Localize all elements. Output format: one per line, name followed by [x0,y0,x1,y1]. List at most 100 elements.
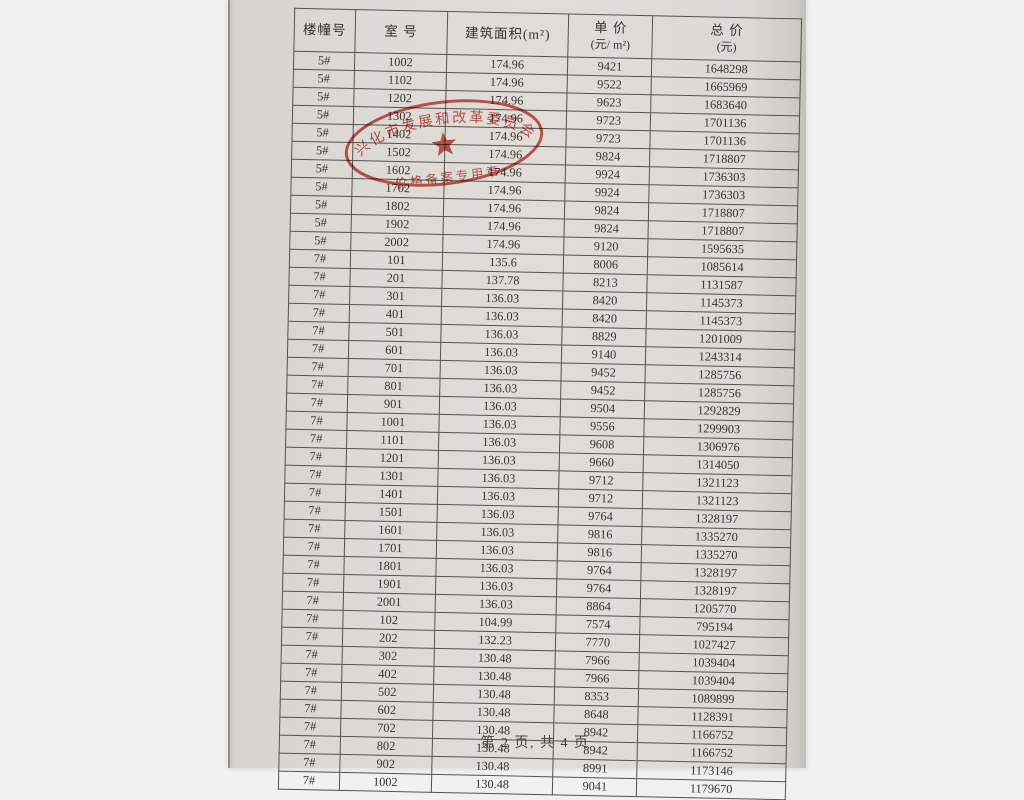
table-cell: 402 [341,664,434,685]
table-cell: 1501 [344,502,438,523]
table-cell: 9764 [556,578,642,599]
table-cell: 9816 [558,524,643,545]
table-cell: 502 [341,682,434,703]
table-cell: 1902 [350,214,444,235]
table-cell: 8353 [554,686,639,707]
document-photo: 楼幢号室 号建筑面积(m²) 单 价 (元/ m²) 总 价 (元) 5# 1002 174… [228,0,806,800]
table-cell: 1002 [339,772,432,793]
table-cell: 901 [347,394,440,415]
table-cell: 7574 [556,614,641,635]
table-cell: 601 [348,340,441,361]
table-cell: 5# [292,105,354,125]
table-cell: 1101 [346,430,439,451]
table-cell: 7# [285,429,347,449]
table-cell: 7966 [555,650,640,671]
price-table-wrapper: 楼幢号室 号建筑面积(m²) 单 价 (元/ m²) 总 价 (元) 5# 1002 174… [278,8,802,800]
table-cell: 201 [349,268,442,289]
table-cell: 7966 [555,668,640,689]
table-cell: 1179670 [636,778,786,800]
table-cell: 7# [285,411,348,431]
table-cell: 9660 [559,452,644,473]
table-cell: 9140 [561,344,646,365]
table-cell: 302 [341,646,435,667]
table-cell: 701 [347,358,441,379]
table-cell: 9924 [565,164,650,185]
table-cell: 1002 [354,52,447,73]
table-cell: 8420 [562,290,648,311]
page-footer: 第 2 页, 共 4 页 [480,736,590,751]
table-cell: 1701 [344,538,437,559]
table-body: 5# 1002 174.96 9421 1648298 5# 1102 174.96 9522 1… [278,51,801,800]
price-table: 楼幢号室 号建筑面积(m²) 单 价 (元/ m²) 总 价 (元) 5# 1002 174… [278,8,802,800]
table-cell: 1301 [345,466,438,487]
table-cell: 7# [286,375,348,395]
table-cell: 8006 [563,254,648,275]
table-cell: 8829 [562,326,647,347]
table-cell: 801 [347,376,440,397]
table-cell: 9041 [552,776,637,797]
table-cell: 1702 [351,178,444,199]
table-cell: 9712 [559,470,644,491]
table-cell: 1502 [352,142,445,163]
table-cell: 101 [350,250,443,271]
table-cell: 9556 [560,416,645,437]
table-cell: 7# [284,465,347,485]
table-cell: 9522 [567,75,652,95]
table-cell: 1401 [345,484,438,505]
table-cell: 7# [281,627,343,647]
table-cell: 7# [282,591,344,611]
table-cell: 1901 [343,574,436,595]
table-cell: 7# [286,393,348,413]
table-cell: 9452 [561,380,646,401]
table-cell: 7770 [555,632,640,653]
table-cell: 301 [349,286,442,307]
table-cell: 7# [288,303,350,323]
column-header: 室 号 [354,9,448,55]
table-cell: 2001 [343,592,436,613]
table-cell: 102 [342,610,435,631]
table-cell: 7# [284,483,346,503]
table-cell: 2002 [350,232,443,253]
photo-backdrop: 楼幢号室 号建筑面积(m²) 单 价 (元/ m²) 总 价 (元) 5# 1002 174… [228,0,806,800]
table-cell: 7# [284,501,346,521]
column-header: 建筑面积(m²) [446,11,570,58]
table-cell: 8648 [554,704,639,725]
table-cell: 602 [340,700,433,721]
table-cell: 9504 [560,398,645,419]
table-cell: 7# [281,609,344,629]
table-cell: 9764 [558,506,643,527]
table-cell: 8420 [562,308,647,329]
table-cell: 5# [291,141,353,161]
table-cell: 9723 [566,111,651,131]
table-cell: 7# [281,645,343,665]
table-cell: 8213 [563,272,648,293]
table-cell: 9452 [561,362,646,383]
table-cell: 1001 [346,412,439,433]
table-cell: 5# [291,159,353,179]
table-cell: 7# [278,771,340,791]
table-cell: 1102 [353,70,447,91]
table-cell: 401 [349,304,442,325]
table-cell: 7# [287,339,349,359]
table-cell: 1602 [352,160,445,181]
table-cell: 5# [292,87,354,107]
table-cell: 7# [282,555,345,575]
table-cell: 1402 [352,124,445,145]
table-cell: 7# [289,249,351,269]
paper-sheet: 楼幢号室 号建筑面积(m²) 单 价 (元/ m²) 总 价 (元) 5# 1002 174… [228,0,806,800]
table-cell: 7# [280,681,342,701]
table-cell: 9723 [566,128,651,149]
table-cell: 7# [283,519,345,539]
table-cell: 1801 [343,556,436,577]
table-cell: 5# [293,69,355,89]
table-cell: 7# [288,285,350,305]
column-header: 楼幢号 [293,8,356,53]
table-cell: 9623 [567,93,652,113]
table-cell: 7# [282,573,344,593]
table-cell: 202 [342,628,435,649]
table-cell: 9608 [559,434,645,455]
table-cell: 5# [290,213,352,233]
table-cell: 1601 [344,520,437,541]
table-cell: 7# [287,321,350,341]
table-cell: 9924 [565,182,650,203]
